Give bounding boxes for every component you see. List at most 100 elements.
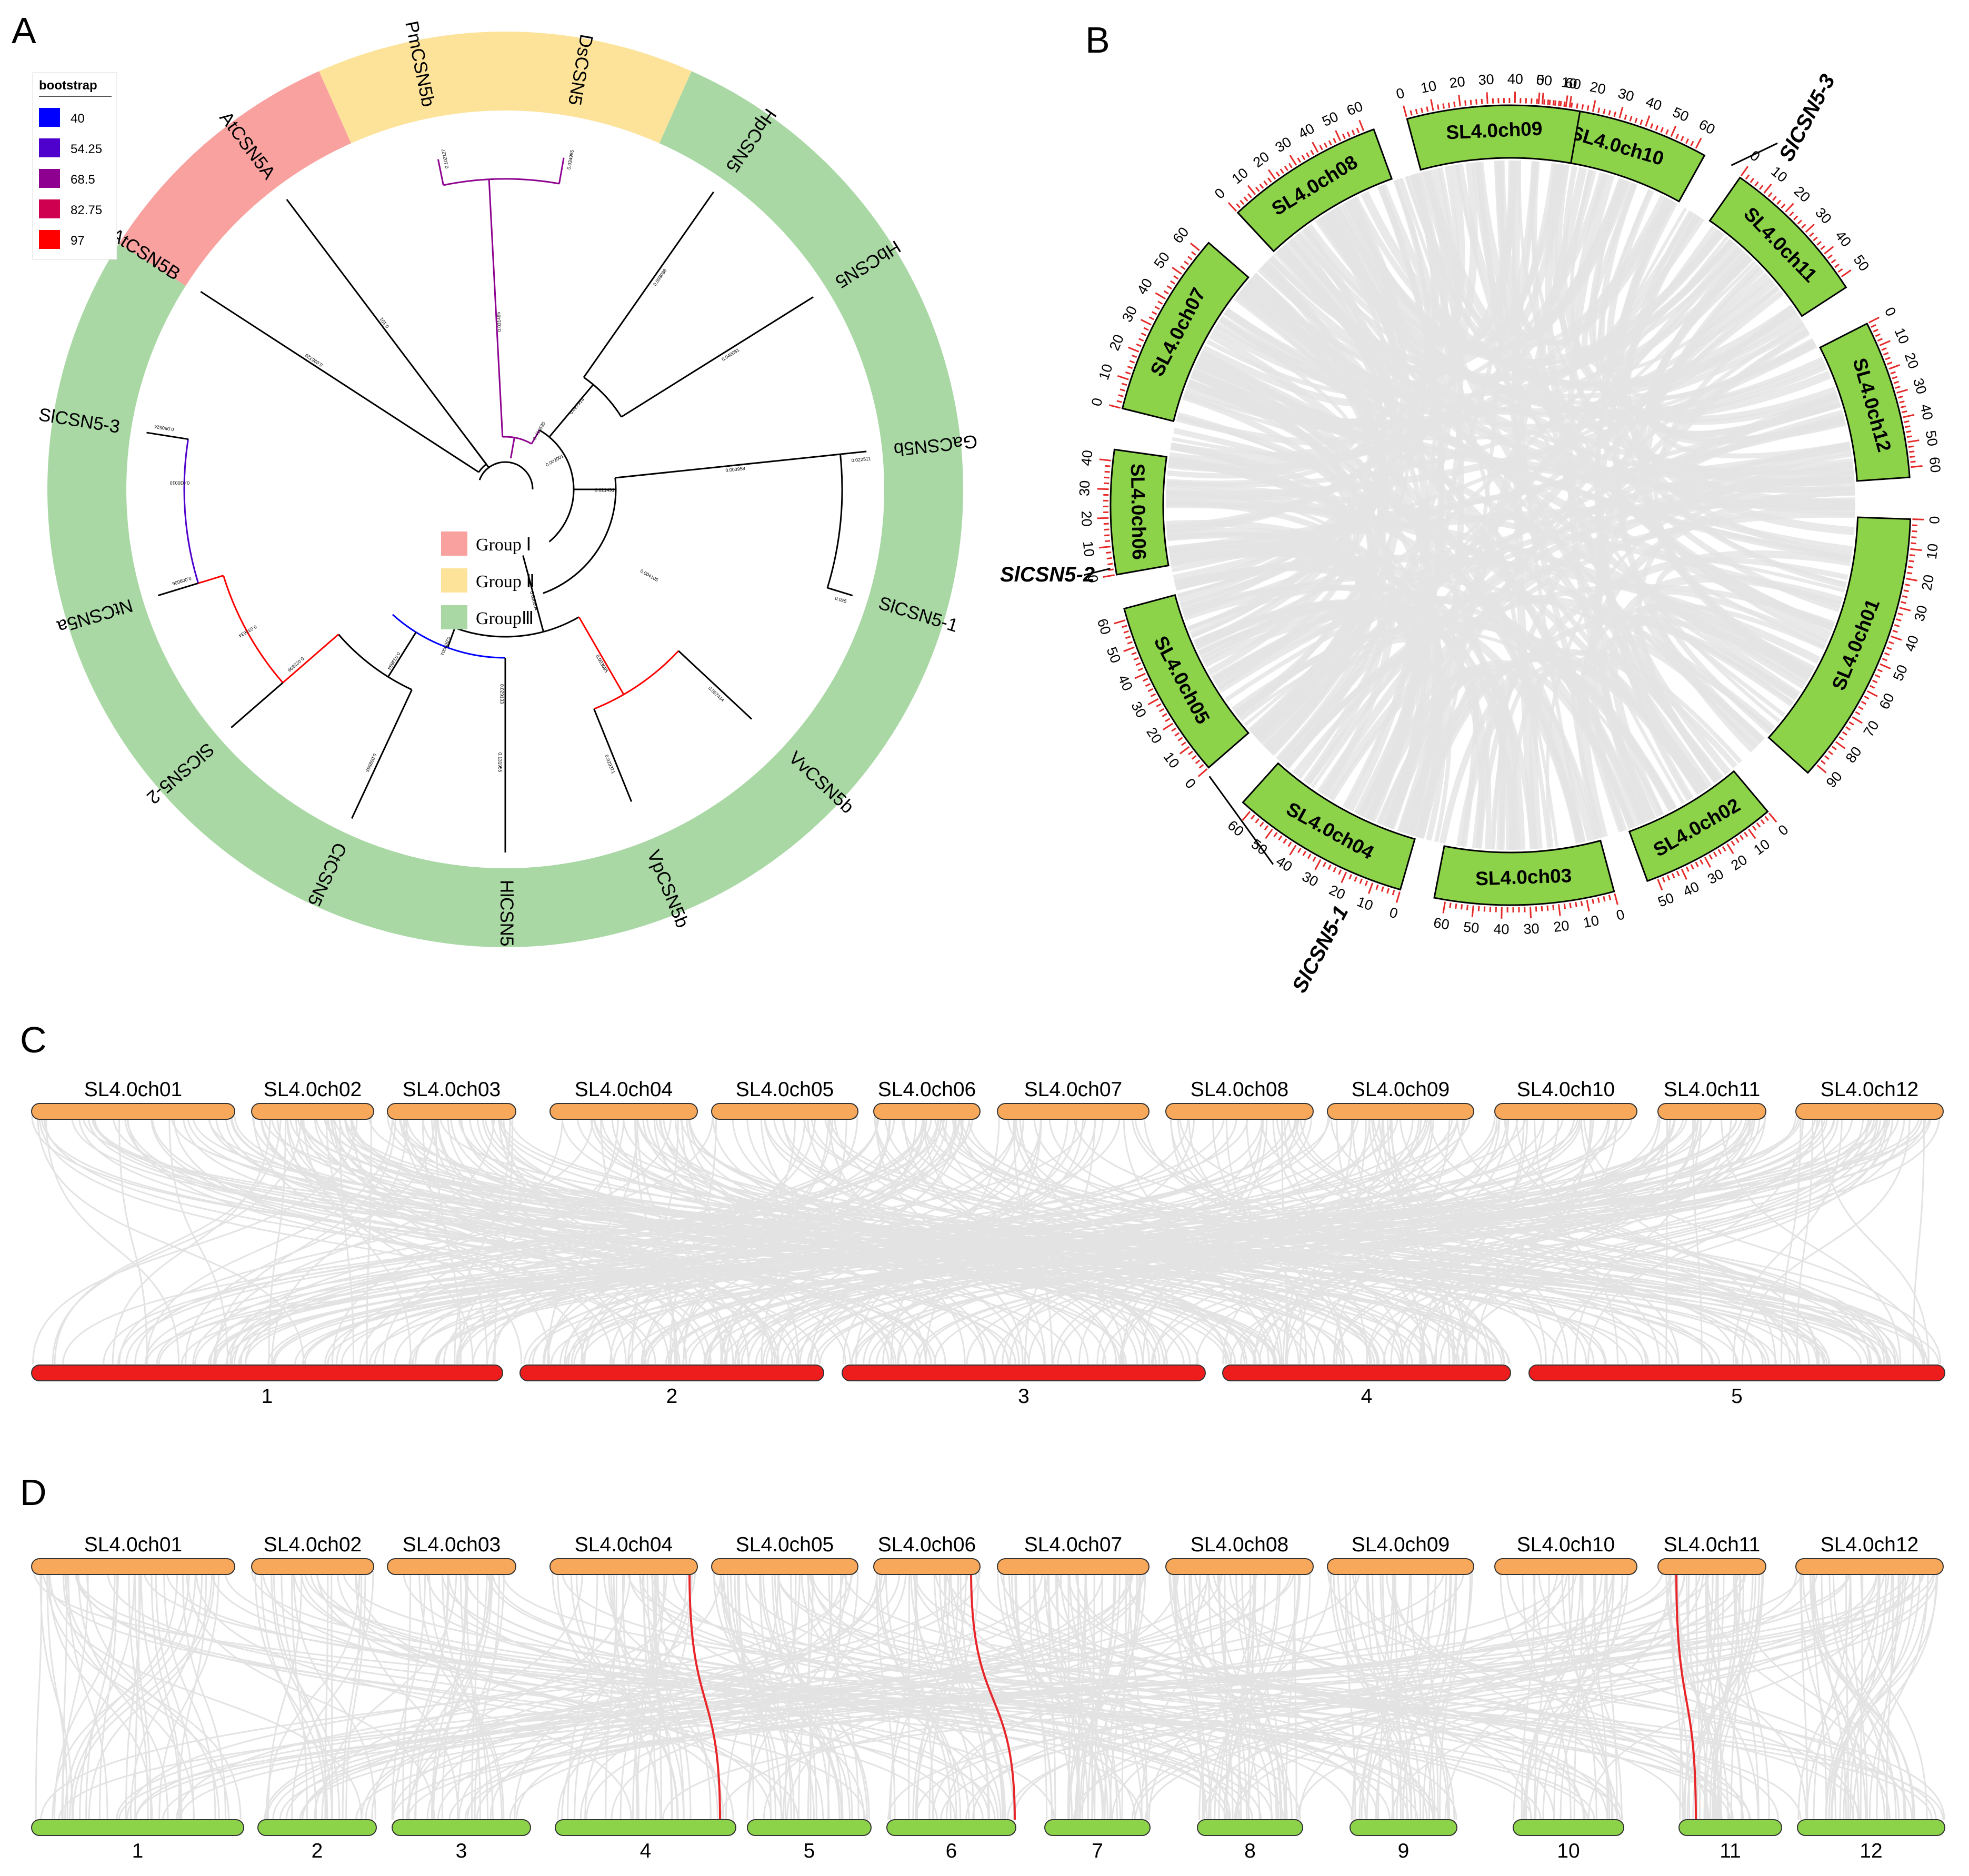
tick-label: 40: [1832, 227, 1854, 249]
tick-mark: [1565, 95, 1568, 107]
synteny-link: [1741, 1115, 1911, 1365]
synteny-link: [46, 1570, 68, 1820]
circos-link: [1571, 656, 1708, 838]
tick-mark: [1813, 236, 1818, 242]
tick-label: 30: [1910, 376, 1930, 396]
tick-label: 30: [1705, 866, 1726, 887]
tick-mark: [1629, 116, 1633, 122]
tick-mark: [1283, 838, 1287, 844]
tick-mark: [1302, 850, 1307, 856]
synteny-link: [1852, 1570, 1937, 1820]
highlight-link: [688, 1570, 721, 1820]
group2-label: Group Ⅱ: [476, 572, 535, 591]
synteny-link: [1285, 1570, 1296, 1820]
tick-mark: [1662, 877, 1666, 883]
tick-mark: [1099, 546, 1111, 549]
synteny-link: [1438, 1570, 1457, 1820]
tick-mark: [1135, 662, 1141, 666]
synteny-link: [1007, 1115, 1880, 1365]
tick-mark: [1147, 688, 1154, 692]
tick-mark: [1190, 242, 1200, 252]
tick-mark: [1240, 199, 1245, 205]
tick-mark: [1908, 445, 1914, 448]
synteny-link: [336, 1570, 772, 1820]
tick-mark: [1227, 202, 1237, 212]
tick-mark: [1143, 678, 1148, 682]
synteny-link: [1797, 1570, 1880, 1820]
bottom-chromosome: [555, 1819, 736, 1836]
synteny-link: [226, 1115, 939, 1365]
tick-mark: [1905, 425, 1911, 428]
synteny-link: [134, 1570, 141, 1820]
tick-mark: [1892, 376, 1898, 379]
synteny-link: [681, 1115, 799, 1365]
synteny-link: [1068, 1570, 1143, 1820]
branch-length: 0.009036: [172, 576, 192, 587]
tick-mark: [1255, 818, 1260, 824]
chromosome-block: [1242, 762, 1416, 891]
synteny-link: [304, 1115, 1802, 1365]
top-chromosome: [873, 1103, 981, 1120]
tick-label: 20: [1327, 882, 1348, 903]
top-chromosome: [711, 1103, 858, 1120]
branch-length: 0.131955: [497, 753, 503, 773]
tick-mark: [1145, 683, 1151, 687]
synteny-link: [644, 1115, 1575, 1365]
chromosome-label: SL4.0ch06: [1127, 463, 1150, 560]
tick-mark: [1297, 848, 1302, 854]
tick-mark: [1824, 755, 1830, 760]
top-chromosome-label: SL4.0ch05: [736, 1078, 834, 1101]
tick-mark: [1310, 149, 1314, 155]
synteny-link: [916, 1570, 951, 1820]
synteny-link: [1475, 1115, 1592, 1365]
circos-link: [1648, 589, 1828, 743]
tick-mark: [1242, 811, 1251, 821]
tick-label: 60: [1564, 75, 1582, 93]
tick-mark: [1312, 142, 1319, 153]
tick-label: 40: [1644, 94, 1664, 114]
synteny-link: [725, 1115, 917, 1365]
synteny-link: [1513, 1570, 1628, 1820]
synteny-link: [1684, 1570, 1714, 1820]
panel-label-b: B: [1085, 19, 1110, 61]
synteny-link: [225, 1115, 1800, 1365]
branch: [621, 296, 814, 418]
top-chromosome-label: SL4.0ch11: [1664, 1533, 1761, 1556]
synteny-link: [759, 1570, 792, 1820]
tick-label: 50: [1463, 919, 1480, 936]
synteny-link: [1082, 1570, 1115, 1820]
circos-link: [1594, 201, 1694, 800]
tick-mark: [1881, 347, 1887, 351]
synteny-link: [1552, 1115, 1888, 1365]
branch: [558, 157, 565, 184]
tick-mark: [1896, 618, 1902, 621]
branch-length: 0.022511: [851, 456, 871, 463]
tick-mark: [1896, 389, 1908, 394]
branch: [200, 290, 479, 473]
tick-label: 40: [1902, 634, 1922, 654]
tick-mark: [1184, 260, 1189, 265]
tick-label: 30: [1911, 604, 1931, 623]
branch-arc: [583, 376, 622, 418]
branch-length: 0.032634: [238, 624, 258, 638]
tick-mark: [1464, 100, 1467, 106]
group3-swatch: [441, 605, 467, 629]
synteny-link: [448, 1570, 1851, 1820]
tick-mark: [1576, 103, 1578, 109]
tick-mark: [1108, 404, 1121, 409]
top-chromosome: [1165, 1103, 1314, 1120]
tick-mark: [1884, 652, 1890, 656]
tick-label: 0: [1536, 72, 1545, 88]
synteny-link: [945, 1570, 1861, 1820]
synteny-link: [1534, 1570, 1550, 1820]
branch-length: 0.034985: [566, 149, 575, 170]
chromosome-block: [1236, 128, 1393, 253]
synteny-link: [93, 1115, 1256, 1365]
tick-label: 30: [1812, 205, 1834, 227]
synteny-link: [1013, 1570, 1739, 1820]
synteny-link: [33, 1570, 1588, 1820]
tick-label: 90: [1823, 768, 1845, 790]
branch-length: 0.000004: [529, 590, 539, 611]
tick-mark: [1172, 266, 1182, 275]
